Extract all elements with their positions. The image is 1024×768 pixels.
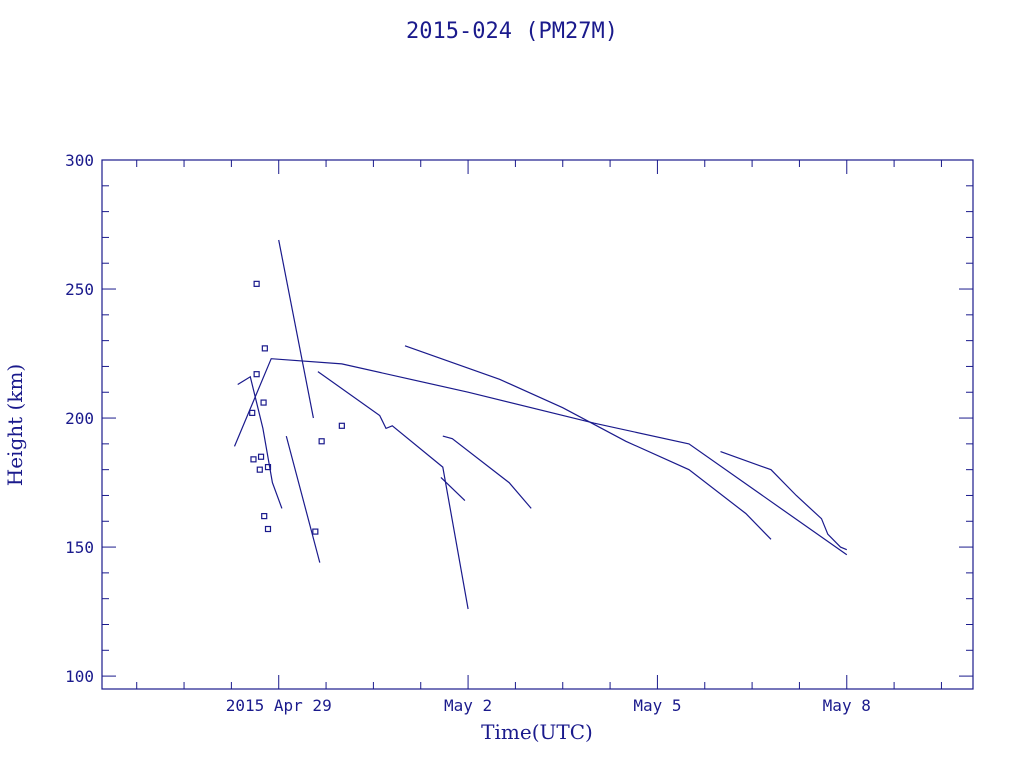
data-point	[264, 463, 272, 471]
y-axis-label: Height (km)	[3, 364, 27, 486]
series-line	[440, 476, 466, 502]
series-line	[285, 435, 321, 563]
y-tick-label: 100	[65, 667, 94, 686]
data-point	[253, 280, 260, 287]
plot-frame	[101, 159, 974, 690]
data-point	[249, 409, 256, 416]
chart-title: 2015-024 (PM27M)	[406, 19, 618, 44]
x-tick-label: May 5	[633, 696, 681, 715]
data-point	[260, 399, 267, 406]
data-point	[256, 466, 263, 473]
data-point	[253, 371, 260, 378]
data-point	[338, 422, 345, 429]
y-tick-label: 250	[65, 280, 94, 299]
data-point	[261, 513, 268, 520]
data-point	[312, 528, 319, 535]
x-tick-label: May 8	[823, 696, 871, 715]
marker-layer	[249, 280, 345, 535]
tick-labels: 100 150 200 250 300 2015 Apr 29 May 2 May 5 May …	[65, 151, 871, 715]
series-line	[720, 451, 848, 551]
y-tick-label: 200	[65, 409, 94, 428]
series-line	[233, 358, 848, 556]
y-tick-label: 150	[65, 538, 94, 557]
data-point	[257, 453, 265, 460]
series-line	[237, 375, 283, 509]
x-tick-label: 2015 Apr 29	[226, 696, 332, 715]
series-line	[442, 435, 532, 509]
data-point	[250, 456, 257, 463]
series-line	[278, 239, 314, 419]
data-point	[318, 438, 325, 445]
data-point	[261, 345, 268, 352]
x-axis-label: Time(UTC)	[481, 720, 593, 744]
y-tick-label: 300	[65, 151, 94, 170]
series-layer	[233, 239, 848, 610]
axis-ticks	[102, 159, 973, 689]
data-point	[264, 525, 272, 533]
x-tick-label: May 2	[444, 696, 492, 715]
series-line	[317, 371, 469, 610]
series-line	[404, 345, 772, 540]
